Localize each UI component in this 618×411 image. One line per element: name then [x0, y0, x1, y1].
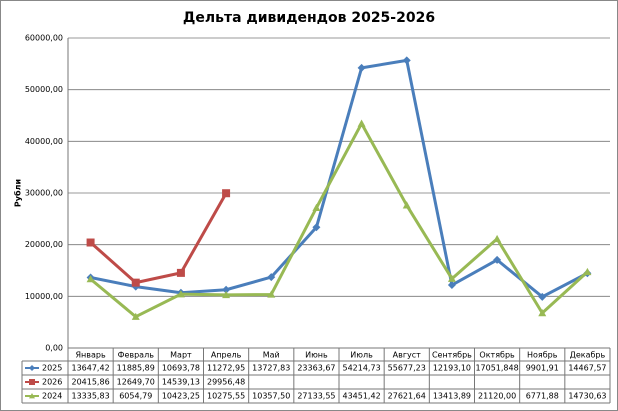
- point: [312, 223, 321, 232]
- point: [131, 312, 140, 320]
- x-tick-label: Апрель: [211, 351, 242, 360]
- point: [357, 119, 366, 127]
- table-value: 14539,13: [162, 378, 200, 387]
- point: [402, 201, 411, 209]
- x-tick-label: Март: [170, 351, 192, 360]
- point: [493, 255, 502, 264]
- table-value: 14730,63: [568, 392, 606, 401]
- chart-title: Дельта дивидендов 2025-2026: [183, 10, 435, 26]
- table-value: 9901,91: [526, 364, 559, 373]
- y-tick-label: 10000,00: [25, 292, 63, 301]
- table-value: 10357,50: [252, 392, 290, 401]
- table-value: 20415,86: [71, 378, 109, 387]
- series-line: [89, 122, 589, 319]
- table-value: 55677,23: [388, 364, 426, 373]
- legend-label: 2025: [42, 364, 62, 373]
- table-value: 13647,42: [71, 364, 109, 373]
- table-value: 10275,55: [207, 392, 245, 401]
- series-line: [89, 192, 228, 285]
- point: [222, 290, 231, 299]
- y-tick-label: 50000,00: [25, 85, 63, 94]
- point: [312, 203, 321, 212]
- x-tick-label: Январь: [75, 351, 105, 360]
- point: [447, 274, 456, 282]
- x-tick-label: Декабрь: [570, 351, 606, 360]
- y-tick-label: 0,00: [45, 344, 63, 353]
- table-value: 12649,70: [117, 378, 155, 387]
- table-value: 10423,25: [162, 392, 200, 401]
- point: [357, 63, 366, 72]
- y-axis-label: Рубли: [13, 179, 23, 207]
- y-tick-label: 30000,00: [25, 189, 63, 198]
- y-tick-label: 60000,00: [25, 34, 63, 43]
- point: [86, 275, 95, 283]
- point: [222, 285, 231, 294]
- x-tick-label: Май: [263, 351, 280, 360]
- table-value: 17051,848: [475, 364, 518, 373]
- point: [267, 290, 276, 298]
- table-value: 13727,83: [252, 364, 290, 373]
- table-value: 43451,42: [342, 392, 380, 401]
- x-tick-label: Ноябрь: [527, 351, 558, 360]
- point: [583, 267, 592, 276]
- table-value: 6771,88: [526, 392, 559, 401]
- table-value: 6054,79: [119, 392, 152, 401]
- legend-label: 2026: [42, 378, 62, 387]
- point: [402, 56, 411, 65]
- point: [86, 238, 95, 247]
- table-value: 11272,95: [207, 364, 245, 373]
- x-tick-label: Август: [393, 351, 422, 360]
- table-value: 10693,78: [162, 364, 200, 373]
- point: [176, 290, 185, 298]
- point: [222, 189, 231, 198]
- point: [176, 268, 185, 277]
- x-tick-label: Февраль: [118, 351, 155, 360]
- x-tick-label: Октябрь: [479, 351, 515, 360]
- point: [447, 281, 456, 290]
- table-value: 27133,55: [297, 392, 335, 401]
- table-value: 27621,64: [388, 392, 426, 401]
- table-value: 29956,48: [207, 378, 245, 387]
- point: [131, 278, 140, 287]
- point: [538, 292, 547, 301]
- x-tick-label: Июнь: [305, 351, 328, 360]
- y-tick-label: 40000,00: [25, 137, 63, 146]
- table-value: 12193,10: [433, 364, 471, 373]
- point: [538, 309, 547, 317]
- point: [493, 234, 502, 243]
- series-line: [90, 58, 589, 299]
- legend-label: 2024: [42, 392, 62, 401]
- table-value: 11885,89: [117, 364, 155, 373]
- table-value: 21120,00: [478, 392, 516, 401]
- table-value: 14467,57: [568, 364, 606, 373]
- table-value: 13335,83: [71, 392, 109, 401]
- y-tick-label: 20000,00: [25, 240, 63, 249]
- table-value: 13413,89: [433, 392, 471, 401]
- x-tick-label: Июль: [350, 351, 373, 360]
- table-value: 23363,67: [297, 364, 335, 373]
- x-tick-label: Сентябрь: [432, 351, 472, 360]
- point: [267, 273, 276, 282]
- table-value: 54214,73: [342, 364, 380, 373]
